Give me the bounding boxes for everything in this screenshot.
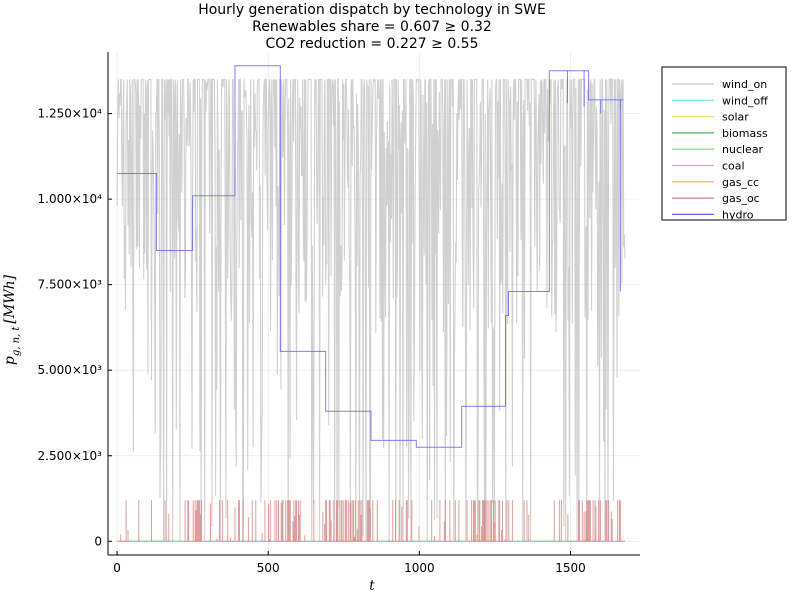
y-axis-label: pg, n, t [MWh]	[2, 274, 22, 365]
y-axis-label-sub: g, n, t	[11, 326, 22, 357]
plot-series	[116, 65, 626, 542]
y-tick-label: 1.250×10⁴	[38, 107, 103, 121]
legend-label-wind_off: wind_off	[722, 94, 768, 107]
x-tick-label: 500	[257, 561, 280, 575]
y-tick-label: 5.000×10³	[38, 363, 103, 377]
series-line-gas_oc	[120, 500, 621, 542]
legend-label-hydro: hydro	[722, 208, 754, 221]
series-line-wind_on	[116, 77, 626, 542]
legend-box	[661, 66, 787, 221]
legend-label-gas_cc: gas_cc	[722, 176, 759, 189]
axis-frame	[107, 52, 640, 556]
y-tick-labels: 0 2.500×10³ 5.000×10³ 7.500×10³ 1.000×10⁴ 1.2…	[38, 107, 103, 549]
y-tick-label: 0	[94, 534, 102, 548]
y-axis-label-main: p	[2, 356, 18, 365]
x-tick-label: 1500	[555, 561, 586, 575]
legend-label-gas_oc: gas_oc	[722, 192, 760, 205]
svg-text:pg, n, t[MWh]: pg, n, t [MWh]	[2, 274, 22, 365]
series-line-hydro	[117, 65, 624, 448]
chart-subtitle-renewables: Renewables share = 0.607 ≥ 0.32	[252, 19, 492, 35]
x-tick-label: 1000	[404, 561, 435, 575]
x-axis-label: t	[369, 578, 375, 594]
x-tick-labels: 0 500 1000 1500	[113, 561, 586, 575]
legend-label-nuclear: nuclear	[722, 143, 764, 156]
x-tick-label: 0	[113, 561, 121, 575]
legend-label-biomass: biomass	[722, 127, 768, 140]
y-tick-label: 7.500×10³	[38, 278, 103, 292]
legend-label-solar: solar	[722, 111, 749, 124]
chart-title: Hourly generation dispatch by technology…	[198, 2, 546, 18]
y-tick-label: 1.000×10⁴	[38, 192, 103, 206]
legend-label-coal: coal	[722, 160, 745, 173]
legend-label-wind_on: wind_on	[722, 78, 767, 91]
y-tick-label: 2.500×10³	[38, 449, 103, 463]
chart-subtitle-co2: CO2 reduction = 0.227 ≥ 0.55	[265, 36, 478, 52]
y-axis-label-unit: [MWh]	[2, 274, 18, 323]
